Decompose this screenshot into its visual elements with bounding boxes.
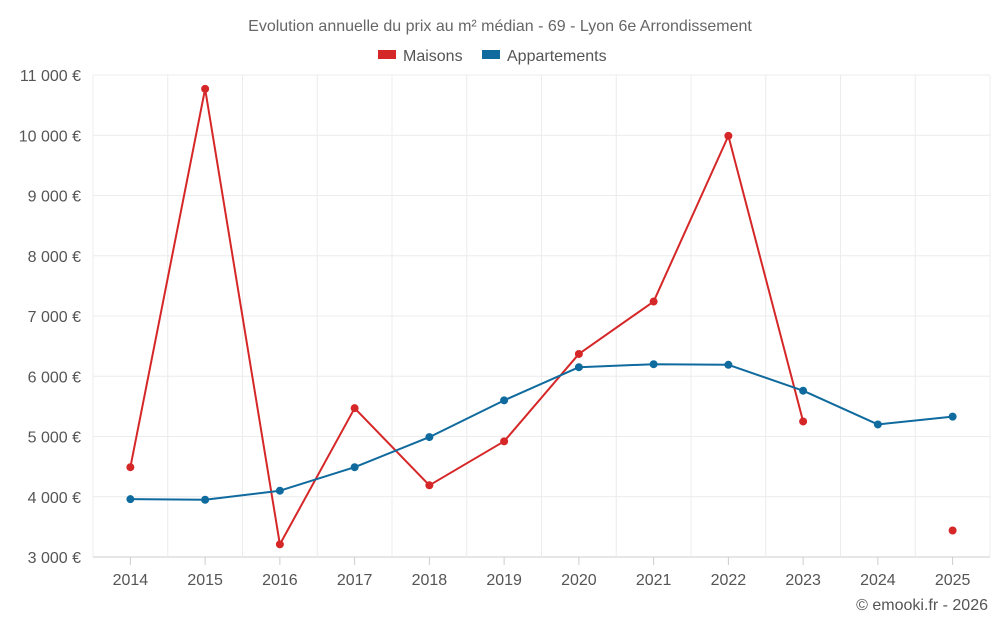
x-tick-label: 2017	[337, 572, 373, 589]
data-point[interactable]	[500, 396, 509, 405]
data-point[interactable]	[350, 463, 359, 472]
data-point[interactable]	[425, 433, 434, 442]
data-point[interactable]	[649, 360, 658, 369]
y-tick-label: 6 000 €	[28, 369, 81, 386]
y-tick-label: 3 000 €	[28, 550, 81, 567]
data-point[interactable]	[724, 131, 733, 140]
legend-label[interactable]: Appartements	[507, 48, 607, 65]
data-point[interactable]	[201, 495, 210, 504]
data-point[interactable]	[275, 486, 284, 495]
series-appartements	[126, 360, 957, 504]
x-tick-label: 2020	[561, 572, 597, 589]
legend-label[interactable]: Maisons	[403, 48, 463, 65]
data-point[interactable]	[574, 349, 583, 358]
legend-swatch	[378, 50, 396, 59]
series-maisons	[126, 84, 957, 549]
data-point[interactable]	[724, 360, 733, 369]
x-tick-label: 2019	[486, 572, 522, 589]
data-point[interactable]	[799, 417, 808, 426]
credit-text: © emooki.fr - 2026	[856, 597, 988, 614]
data-point[interactable]	[574, 363, 583, 372]
y-tick-label: 7 000 €	[28, 309, 81, 326]
x-tick-label: 2024	[860, 572, 896, 589]
series-line	[129, 87, 805, 546]
x-tick-label: 2015	[187, 572, 223, 589]
x-tick-label: 2023	[785, 572, 821, 589]
data-point[interactable]	[201, 84, 210, 93]
y-axis: 3 000 € 4 000 € 5 000 € 6 000 € 7 000 € 8 000…	[19, 68, 81, 567]
x-tick-label: 2018	[412, 572, 448, 589]
data-point[interactable]	[425, 481, 434, 490]
y-tick-label: 11 000 €	[20, 68, 81, 85]
grid	[92, 74, 991, 558]
data-point[interactable]	[275, 540, 284, 549]
data-point[interactable]	[500, 437, 509, 446]
x-tick-label: 2022	[711, 572, 747, 589]
legend: Maisons Appartements	[378, 48, 607, 65]
series-line	[130, 363, 953, 501]
x-tick-label: 2021	[636, 572, 672, 589]
y-tick-label: 4 000 €	[28, 490, 81, 507]
y-tick-label: 8 000 €	[28, 249, 81, 266]
data-point[interactable]	[873, 420, 882, 429]
y-tick-label: 9 000 €	[28, 189, 81, 206]
series-layer	[126, 84, 957, 549]
x-axis: 2014 2015 2016 2017 2018 2019 2020 2021 2022 2023…	[113, 557, 971, 589]
x-tick-label: 2016	[262, 572, 298, 589]
x-tick-label: 2014	[113, 572, 149, 589]
data-point[interactable]	[948, 526, 957, 535]
data-point[interactable]	[948, 412, 957, 421]
data-point[interactable]	[799, 386, 808, 395]
legend-swatch	[482, 50, 500, 59]
x-tick-label: 2025	[935, 572, 971, 589]
data-point[interactable]	[649, 297, 658, 306]
y-tick-label: 10 000 €	[19, 128, 81, 145]
chart-title: Evolution annuelle du prix au m² médian …	[248, 18, 752, 35]
data-point[interactable]	[126, 463, 135, 472]
data-point[interactable]	[126, 495, 135, 504]
y-tick-label: 5 000 €	[28, 430, 81, 447]
data-point[interactable]	[350, 404, 359, 413]
